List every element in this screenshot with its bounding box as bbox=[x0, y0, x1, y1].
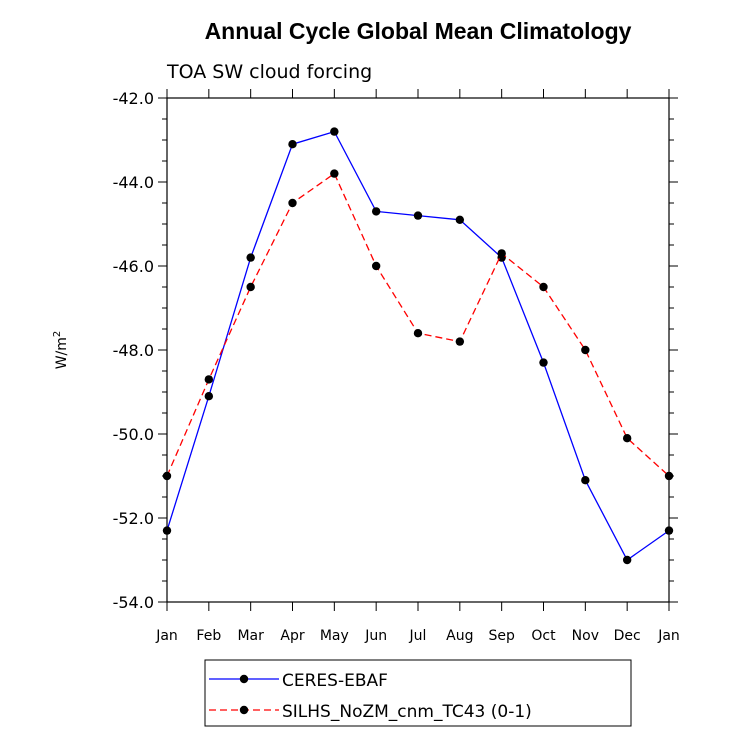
series-1-point bbox=[664, 526, 674, 535]
series-2-point bbox=[539, 282, 548, 292]
y-axis-label-text: W/m bbox=[54, 337, 70, 369]
series-2-point bbox=[413, 329, 423, 338]
x-tick-label: Mar bbox=[237, 628, 264, 644]
y-axis-label: W/m2 bbox=[52, 331, 70, 370]
series-2-point bbox=[581, 345, 590, 355]
series-2-point bbox=[664, 471, 674, 481]
series-1-point bbox=[581, 476, 590, 485]
x-tick-label: Jul bbox=[409, 628, 427, 644]
y-tick-label: -46.0 bbox=[113, 257, 154, 276]
x-tick-label: Oct bbox=[531, 628, 556, 644]
y-tick-label: -52.0 bbox=[113, 509, 154, 528]
series-2-point bbox=[455, 337, 465, 346]
legend-box bbox=[204, 659, 632, 727]
x-tick-label: Feb bbox=[196, 628, 221, 644]
series-2-point bbox=[246, 282, 255, 292]
series-2-point bbox=[622, 434, 632, 443]
series-2-point bbox=[371, 261, 381, 271]
x-tick-label: Sep bbox=[488, 628, 515, 644]
y-tick-label: -48.0 bbox=[113, 341, 154, 360]
series-1-point bbox=[413, 211, 423, 220]
x-tick-label: Dec bbox=[614, 628, 641, 644]
series-2-point bbox=[330, 169, 339, 178]
x-tick-label: Nov bbox=[572, 628, 599, 644]
legend-label: CERES-EBAF bbox=[282, 671, 388, 691]
x-tick-label: May bbox=[320, 628, 349, 644]
series-1-point bbox=[539, 358, 548, 367]
series-2-point bbox=[204, 375, 214, 384]
y-tick-label: -54.0 bbox=[113, 593, 154, 612]
y-tick-label: -50.0 bbox=[113, 425, 154, 444]
x-tick-label: Apr bbox=[280, 628, 304, 644]
legend-label: SILHS_NoZM_cnm_TC43 (0-1) bbox=[282, 702, 532, 722]
series-line-1 bbox=[166, 130, 670, 561]
chart-subtitle: TOA SW cloud forcing bbox=[166, 61, 372, 83]
series-1-point bbox=[204, 392, 214, 401]
x-tick-label: Jun bbox=[364, 628, 387, 644]
series-1-point bbox=[622, 555, 632, 565]
legend-swatch-marker bbox=[239, 705, 249, 715]
series-1-point bbox=[330, 127, 339, 136]
y-tick-label: -42.0 bbox=[113, 89, 154, 108]
series-1-point bbox=[455, 215, 465, 224]
series-2-point bbox=[162, 471, 172, 481]
series-2-point bbox=[497, 249, 506, 258]
series-1-point bbox=[162, 526, 172, 535]
y-axis-label-superscript: 2 bbox=[52, 331, 63, 337]
x-tick-label: Jan bbox=[657, 628, 680, 644]
legend: CERES-EBAF SILHS_NoZM_cnm_TC43 (0-1) bbox=[204, 659, 632, 727]
legend-swatch-marker bbox=[239, 674, 249, 684]
plot-frame bbox=[166, 97, 670, 603]
series-1-point bbox=[371, 207, 381, 216]
series-2-point bbox=[288, 198, 297, 208]
x-tick-label: Aug bbox=[446, 628, 473, 644]
y-tick-label: -44.0 bbox=[113, 173, 154, 192]
chart-title: Annual Cycle Global Mean Climatology bbox=[205, 18, 632, 44]
series-1-point bbox=[246, 253, 255, 262]
series-1-point bbox=[288, 140, 297, 149]
x-tick-label: Jan bbox=[155, 628, 178, 644]
